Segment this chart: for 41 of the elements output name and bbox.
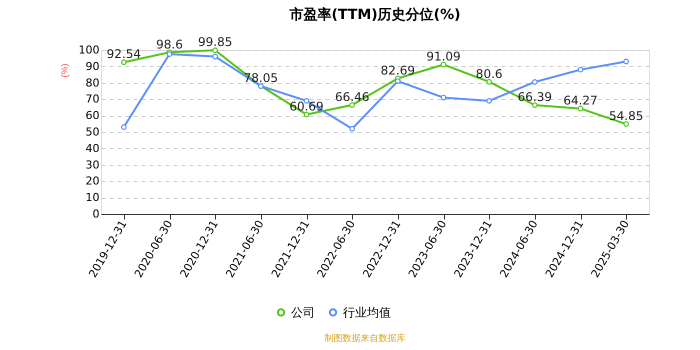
y-axis-title: (%) <box>60 64 70 78</box>
y-tick-label: 100 <box>78 44 100 56</box>
data-label: 91.09 <box>426 50 461 64</box>
point <box>486 98 492 104</box>
chart-title: 市盈率(TTM)历史分位(%) <box>288 6 460 24</box>
point <box>578 66 584 73</box>
point <box>212 47 218 54</box>
y-tick-label: 70 <box>86 92 100 106</box>
y-tick-label: 50 <box>86 126 100 138</box>
point <box>440 62 446 68</box>
data-label: 82.69 <box>380 63 416 78</box>
point <box>212 54 218 60</box>
point <box>578 106 584 112</box>
point <box>532 102 538 108</box>
y-tick-label: 40 <box>86 142 100 155</box>
point <box>394 78 401 84</box>
data-label: 98.6 <box>156 37 183 52</box>
y-tick-label: 60 <box>86 109 100 122</box>
point <box>120 124 127 130</box>
y-tick-label: 90 <box>86 60 100 73</box>
y-tick-label: 0 <box>92 208 100 220</box>
data-label: 99.85 <box>198 35 232 50</box>
data-label: 66.39 <box>518 90 552 104</box>
y-tick-label: 80 <box>86 76 100 90</box>
legend-label: 公司 <box>291 305 315 320</box>
y-tick-label: 30 <box>86 158 100 172</box>
legend-label: 行业均值 <box>343 305 391 320</box>
data-label: 92.54 <box>106 47 142 62</box>
point <box>440 94 446 100</box>
point <box>532 79 538 85</box>
y-tick-label: 10 <box>86 191 100 204</box>
point <box>120 59 127 66</box>
point <box>349 126 356 132</box>
data-label: 64.27 <box>563 94 598 108</box>
y-tick-label: 20 <box>86 174 100 188</box>
data-label: 54.85 <box>608 109 644 124</box>
point <box>623 121 630 127</box>
point <box>486 78 492 85</box>
data-label: 80.6 <box>476 66 503 81</box>
point <box>623 58 630 64</box>
text: 制图数据来自数据库 <box>324 333 406 344</box>
